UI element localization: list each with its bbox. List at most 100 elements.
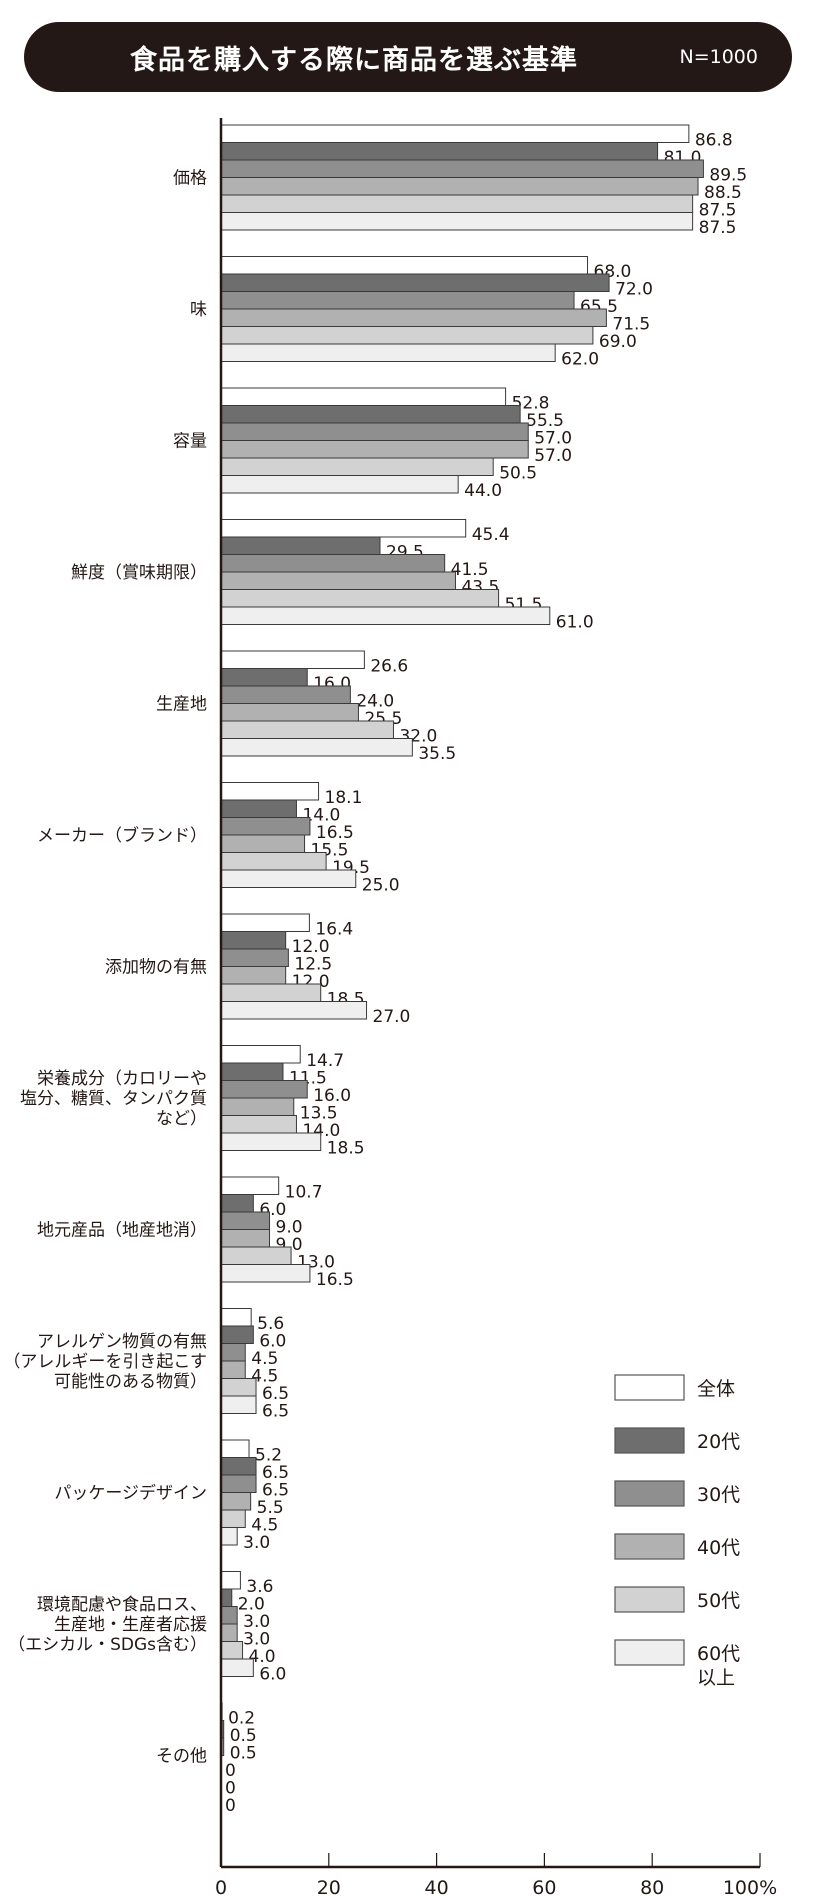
bar	[220, 1115, 297, 1134]
category-label: 生産地	[156, 695, 207, 715]
data-label: 69.0	[599, 332, 637, 352]
legend-swatch	[614, 1586, 685, 1613]
legend-swatch	[614, 1480, 685, 1507]
bar	[220, 1229, 271, 1248]
data-label: 6.5	[262, 1463, 289, 1483]
data-label: 6.5	[262, 1481, 289, 1501]
bar	[220, 1062, 284, 1081]
title-bar: 食品を購入する際に商品を選ぶ基準 N=1000	[24, 22, 792, 92]
data-label: 57.0	[534, 429, 572, 449]
data-label: 16.5	[316, 1270, 354, 1290]
bar	[220, 817, 311, 836]
bar	[220, 869, 357, 888]
bar	[220, 142, 659, 161]
bar	[220, 668, 308, 687]
category-label: など）	[156, 1109, 207, 1129]
bar	[220, 1308, 252, 1327]
data-label: 72.0	[615, 280, 653, 300]
data-label: 3.0	[243, 1533, 270, 1553]
category-label: その他	[156, 1747, 207, 1767]
data-label: 4.5	[251, 1516, 278, 1536]
bar	[220, 650, 365, 669]
data-label: 88.5	[704, 183, 742, 203]
bar	[220, 519, 467, 538]
bar	[220, 1325, 254, 1344]
data-label: 0.2	[228, 1709, 255, 1729]
legend-swatch	[614, 1374, 685, 1401]
bar	[220, 1264, 311, 1283]
category-label: メーカー（ブランド）	[37, 825, 207, 846]
data-label: 5.2	[255, 1446, 282, 1466]
data-label: 26.6	[370, 657, 408, 677]
data-label: 52.8	[512, 394, 550, 414]
category-label: 環境配慮や食品ロス、	[37, 1595, 207, 1615]
category-label: 添加物の有無	[105, 958, 207, 978]
bar	[220, 1527, 238, 1546]
bar	[220, 1176, 280, 1195]
data-label: 5.5	[257, 1498, 284, 1518]
bar	[220, 1080, 308, 1099]
x-tick-label: 20	[317, 1877, 341, 1897]
bar	[220, 343, 556, 362]
data-label: 0.5	[230, 1744, 257, 1764]
legend-label: 20代	[697, 1431, 740, 1453]
data-label: 24.0	[356, 692, 394, 712]
data-label: 62.0	[561, 350, 599, 370]
chart-title: 食品を購入する際に商品を選ぶ基準	[130, 45, 578, 76]
data-label: 71.5	[612, 315, 650, 335]
bar	[220, 440, 529, 459]
bar	[220, 799, 297, 818]
bar	[220, 571, 456, 590]
bar	[220, 703, 359, 722]
data-label: 0	[225, 1796, 236, 1816]
bar	[220, 159, 704, 178]
category-label: 生産地・生産者応援	[54, 1615, 207, 1635]
data-label: 0	[225, 1779, 236, 1799]
data-label: 14.7	[306, 1051, 344, 1071]
data-label: 6.0	[259, 1665, 286, 1685]
bar	[220, 1001, 368, 1020]
bar	[220, 738, 413, 757]
data-label: 6.5	[262, 1384, 289, 1404]
data-label: 55.5	[526, 411, 564, 431]
bar	[220, 1360, 246, 1379]
bar	[220, 1246, 292, 1265]
bar	[220, 1097, 295, 1116]
bar	[220, 606, 551, 625]
bar	[220, 256, 589, 275]
data-label: 50.5	[499, 464, 537, 484]
data-label: 9.0	[276, 1218, 303, 1238]
bar	[220, 291, 575, 310]
legend-swatch	[614, 1427, 685, 1454]
bar	[220, 1211, 271, 1230]
category-label: 栄養成分（カロリーや	[37, 1069, 207, 1089]
bar	[220, 685, 351, 704]
data-label: 5.6	[257, 1314, 284, 1334]
bar	[220, 782, 320, 801]
data-label: 6.5	[262, 1402, 289, 1422]
legend-label: 60代	[697, 1643, 740, 1665]
bar	[220, 387, 507, 406]
bar	[220, 1457, 257, 1476]
legend-label: 50代	[697, 1590, 740, 1612]
category-label: 塩分、糖質、タンパク質	[20, 1089, 207, 1109]
bar	[220, 1571, 241, 1590]
category-label: 地元産品（地産地消）	[37, 1221, 207, 1241]
data-label: 41.5	[451, 560, 489, 580]
data-label: 35.5	[418, 744, 456, 764]
data-label: 0	[225, 1761, 236, 1781]
data-label: 0.5	[230, 1726, 257, 1746]
bar	[220, 1395, 257, 1414]
data-label: 4.5	[251, 1367, 278, 1387]
bar	[220, 405, 521, 424]
data-label: 86.8	[695, 131, 733, 151]
legend-swatch	[614, 1639, 685, 1666]
data-label: 44.0	[464, 481, 502, 501]
bar	[220, 177, 699, 196]
bar	[220, 326, 594, 345]
bar	[220, 931, 287, 950]
category-label: パッケージデザイン	[54, 1483, 207, 1504]
category-label: 可能性のある物質）	[54, 1372, 207, 1392]
data-label: 13.5	[300, 1104, 338, 1124]
legend-label: 全体	[697, 1378, 735, 1400]
